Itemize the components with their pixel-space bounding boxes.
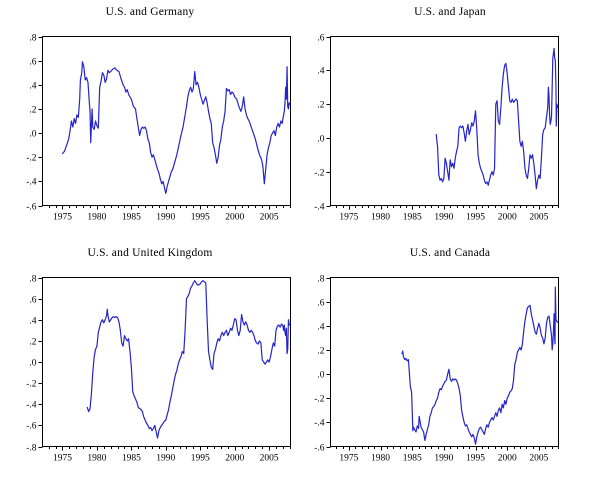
data-series-line — [401, 286, 559, 445]
x-tick-label: 1980 — [87, 454, 106, 464]
y-tick-label: .6 — [317, 34, 324, 44]
y-tick-label: .4 — [29, 317, 36, 327]
chart-title: U.S. and Japan — [414, 6, 486, 18]
y-tick-label: -.4 — [26, 178, 37, 188]
y-tick-label: .0 — [29, 130, 36, 140]
x-tick-label: 2000 — [225, 213, 244, 223]
x-tick-label: 1975 — [53, 454, 72, 464]
x-tick-label: 2005 — [260, 213, 279, 223]
y-tick-label: .8 — [29, 275, 36, 285]
y-tick-label: -.2 — [314, 395, 325, 405]
y-tick-label: -.8 — [26, 444, 37, 454]
y-tick-label: .0 — [317, 135, 324, 145]
y-tick-label: -.6 — [26, 203, 37, 213]
chart-title: U.S. and Canada — [409, 247, 491, 259]
y-tick-label: .2 — [317, 347, 324, 357]
x-tick-label: 2005 — [529, 213, 548, 223]
y-tick-label: -.4 — [26, 401, 37, 411]
y-tick-label: -.6 — [26, 422, 37, 432]
x-tick-label: 1975 — [339, 213, 358, 223]
y-tick-label: .6 — [317, 299, 324, 309]
x-tick-label: 2005 — [260, 454, 279, 464]
line-chart-us-canada: .8 .6 .4 .2 .0 -.2 -.4 -.6 1975 1980 1985 1990 1995 2… — [314, 275, 559, 464]
y-tick-label: -.2 — [26, 380, 37, 390]
x-tick-label: 2000 — [225, 454, 244, 464]
y-tick-label: -.4 — [314, 419, 325, 429]
y-tick-label: .2 — [317, 101, 324, 111]
chart-panel-us-japan: U.S. and Japan .6 .4 .2 .0 -.2 -.4 1975 1980 198… — [300, 0, 600, 241]
y-tick-label: .4 — [29, 82, 36, 92]
x-tick-label: 1985 — [403, 213, 422, 223]
y-tick-label: .0 — [29, 359, 36, 369]
y-tick-label: .8 — [317, 275, 324, 285]
line-chart-us-uk: .8 .6 .4 .2 .0 -.2 -.4 -.6 -.8 1975 1980 1985 1990 19… — [26, 275, 291, 464]
x-tick-label: 1990 — [156, 454, 175, 464]
x-tick-label: 2005 — [529, 454, 548, 464]
x-tick-label: 1995 — [466, 454, 485, 464]
line-chart-us-japan: .6 .4 .2 .0 -.2 -.4 1975 1980 1985 1990 1995 2000 20… — [314, 34, 559, 223]
y-tick-label: -.2 — [26, 154, 37, 164]
data-series-line — [61, 61, 291, 195]
x-tick-label: 1990 — [434, 213, 453, 223]
y-tick-label: .2 — [29, 338, 36, 348]
data-series-line — [86, 280, 291, 439]
y-tick-label: -.6 — [314, 444, 325, 454]
y-tick-label: .8 — [29, 34, 36, 44]
x-tick-label: 1995 — [191, 454, 210, 464]
x-tick-label: 1995 — [466, 213, 485, 223]
y-tick-label: .6 — [29, 58, 36, 68]
chart-panel-us-germany: U.S. and Germany .8 .6 .4 .2 .0 -.2 -.4 -.6 1975… — [0, 0, 300, 241]
x-tick-label: 2000 — [498, 213, 517, 223]
y-tick-label: .6 — [29, 296, 36, 306]
chart-title: U.S. and United Kingdom — [87, 247, 213, 259]
x-tick-label: 1980 — [371, 454, 390, 464]
x-tick-label: 1985 — [403, 454, 422, 464]
y-tick-label: -.2 — [314, 169, 325, 179]
x-tick-label: 1985 — [122, 454, 141, 464]
x-tick-label: 1985 — [122, 213, 141, 223]
x-tick-label: 1995 — [191, 213, 210, 223]
y-tick-label: .4 — [317, 67, 324, 77]
y-tick-label: .2 — [29, 106, 36, 116]
x-tick-label: 1990 — [434, 454, 453, 464]
data-series-line — [435, 47, 559, 190]
chart-title: U.S. and Germany — [105, 6, 195, 18]
x-tick-label: 1975 — [339, 454, 358, 464]
y-tick-label: .0 — [317, 371, 324, 381]
x-tick-label: 1980 — [87, 213, 106, 223]
line-chart-us-germany: .8 .6 .4 .2 .0 -.2 -.4 -.6 1975 1980 1985 1990 1995 2… — [26, 34, 291, 223]
x-tick-label: 2000 — [498, 454, 517, 464]
chart-panel-us-uk: U.S. and United Kingdom .8 .6 .4 .2 .0 -.2 -.4… — [0, 241, 300, 482]
chart-panel-us-canada: U.S. and Canada .8 .6 .4 .2 .0 -.2 -.4 -.6 1975 1… — [300, 241, 600, 482]
x-tick-label: 1975 — [53, 213, 72, 223]
x-tick-label: 1980 — [371, 213, 390, 223]
y-tick-label: .4 — [317, 323, 324, 333]
x-tick-label: 1990 — [156, 213, 175, 223]
y-tick-label: -.4 — [314, 203, 325, 213]
